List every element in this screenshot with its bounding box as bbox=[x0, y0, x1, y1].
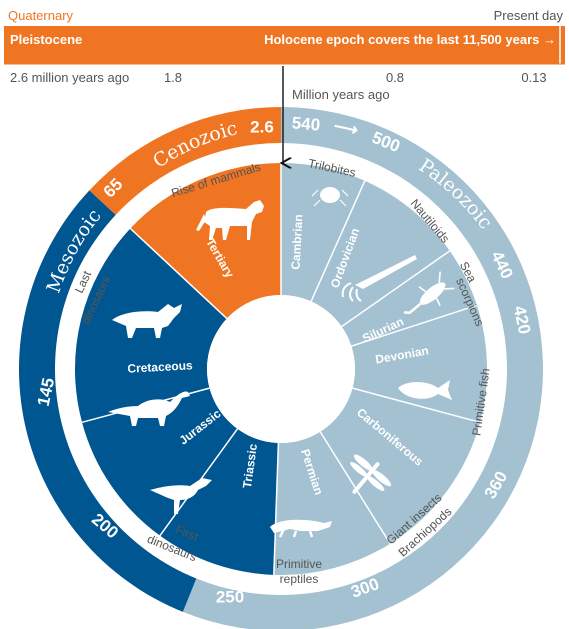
holocene-label: Holocene epoch covers the last 11,500 ye… bbox=[264, 32, 556, 47]
nautiloid-icon bbox=[341, 255, 417, 302]
boundary-2-6: 2.6 bbox=[250, 118, 274, 137]
timeline: Quaternary Present day Pleistocene Holoc… bbox=[4, 8, 565, 102]
silurian-sector bbox=[341, 250, 477, 347]
period-divider bbox=[129, 227, 228, 320]
cambrian-sector bbox=[281, 163, 365, 302]
period-divider bbox=[351, 304, 478, 347]
ordovician-sector bbox=[311, 180, 450, 327]
tick-label-0-8: 0.8 bbox=[386, 70, 404, 85]
period-cambrian: Cambrian bbox=[289, 214, 306, 270]
boundary-540: 540 bbox=[291, 113, 321, 134]
present-day-label: Present day bbox=[494, 8, 564, 23]
sea-scorpion-icon bbox=[403, 271, 455, 315]
illustrations bbox=[108, 187, 455, 538]
period-divider bbox=[319, 431, 391, 545]
permian-sector bbox=[273, 431, 391, 575]
center-hole bbox=[207, 295, 355, 443]
mesozoic-band bbox=[19, 190, 197, 612]
fish-icon bbox=[398, 380, 452, 400]
horse-icon bbox=[196, 200, 264, 240]
annotation-primitive: Primitive bbox=[276, 557, 322, 571]
trilobite-icon bbox=[311, 187, 349, 207]
period-triassic: Triassic bbox=[240, 443, 260, 490]
quaternary-label: Quaternary bbox=[8, 8, 74, 23]
period-divider bbox=[341, 250, 451, 328]
boundary-250: 250 bbox=[216, 588, 244, 607]
carboniferous-sector bbox=[320, 388, 480, 544]
dragonfly-icon bbox=[350, 454, 392, 494]
period-divider bbox=[310, 180, 366, 302]
boundary-arrow: ⟶ bbox=[332, 116, 360, 140]
jurassic-sector bbox=[82, 388, 238, 536]
annotation-reptiles: reptiles bbox=[280, 572, 319, 586]
reptile-icon bbox=[270, 519, 332, 538]
period-cretaceous: Cretaceous bbox=[127, 358, 193, 375]
cenozoic-band bbox=[89, 107, 281, 215]
triassic-sector bbox=[159, 428, 279, 575]
period-divider bbox=[273, 442, 280, 575]
quaternary-bar bbox=[4, 26, 565, 64]
tick-label-2-6: 2.6 million years ago bbox=[10, 70, 129, 85]
pleistocene-label: Pleistocene bbox=[10, 32, 82, 47]
sauropod-icon bbox=[108, 391, 190, 426]
period-divider bbox=[352, 387, 481, 424]
era-ring bbox=[19, 107, 543, 629]
triceratops-icon bbox=[112, 304, 182, 338]
tick-label-1-8: 1.8 bbox=[164, 70, 182, 85]
theropod-icon bbox=[150, 478, 212, 514]
tick-label-0-13: 0.13 bbox=[521, 70, 546, 85]
devonian-sector bbox=[351, 305, 487, 423]
tertiary-sector bbox=[130, 163, 281, 319]
axis-unit-label: Million years ago bbox=[292, 87, 390, 102]
